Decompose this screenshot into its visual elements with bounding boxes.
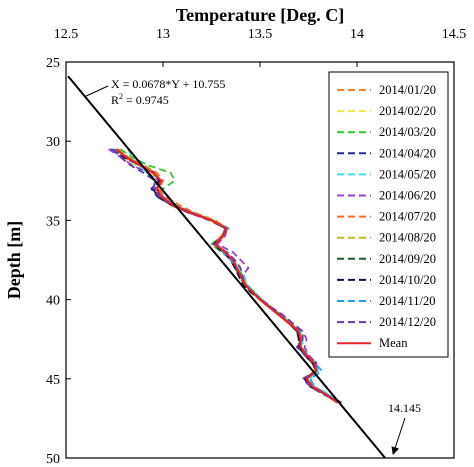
- legend-label: 2014/09/20: [379, 252, 436, 266]
- x-axis-title: Temperature [Deg. C]: [176, 5, 344, 25]
- legend-label: Mean: [379, 336, 408, 350]
- x-tick-label: 14: [350, 27, 364, 42]
- annotation-arrow: [391, 417, 406, 455]
- series-line-0: [115, 148, 339, 404]
- regression-equation: X = 0.0678*Y + 10.755: [111, 77, 225, 91]
- legend-label: 2014/03/20: [379, 125, 436, 139]
- series-line-5: [108, 148, 340, 404]
- x-tick-label: 13: [156, 27, 170, 42]
- legend-label: 2014/10/20: [379, 273, 436, 287]
- series-line-6: [115, 148, 339, 404]
- y-tick-label: 25: [46, 56, 60, 71]
- x-axis-ticks: 12.5 13 13.5 14 14.5: [54, 27, 467, 67]
- series-line-12: [115, 148, 339, 404]
- legend-label: 2014/06/20: [379, 189, 436, 203]
- y-tick-label: 45: [46, 373, 60, 388]
- y-tick-label: 30: [46, 135, 60, 150]
- legend-label: 2014/11/20: [379, 294, 435, 308]
- series-line-9: [112, 148, 340, 404]
- y-tick-label: 50: [46, 452, 60, 467]
- y-tick-label: 35: [46, 214, 60, 229]
- legend-label: 2014/02/20: [379, 104, 436, 118]
- y-axis-title: Depth [m]: [4, 221, 24, 300]
- y-axis-ticks: 25 30 35 40 45 50: [46, 56, 71, 467]
- series-line-8: [115, 148, 339, 404]
- x-tick-label: 12.5: [54, 27, 79, 42]
- annotation-label: 14.145: [388, 401, 421, 415]
- regression-line: [67, 75, 386, 459]
- series-layer: [108, 148, 342, 404]
- x-tick-label: 13.5: [248, 27, 273, 42]
- series-line-10: [113, 148, 339, 404]
- legend-label: 2014/04/20: [379, 146, 436, 160]
- plot-frame: [65, 61, 455, 459]
- legend-label: 2014/07/20: [379, 210, 436, 224]
- legend-label: 2014/01/20: [379, 83, 436, 97]
- regression-r2: R2 = 0.9745: [111, 92, 169, 107]
- regression-label-leader: [83, 85, 109, 98]
- legend-box: [328, 71, 449, 358]
- legend: 2014/01/20 2014/02/20 2014/03/20 2014/04/20…: [337, 83, 436, 350]
- series-line-7: [117, 148, 339, 404]
- legend-label: 2014/12/20: [379, 315, 436, 329]
- x-tick-label: 14.5: [442, 27, 467, 42]
- legend-label: 2014/05/20: [379, 167, 436, 181]
- legend-label: 2014/08/20: [379, 231, 436, 245]
- y-tick-label: 40: [46, 294, 60, 309]
- series-line-1: [113, 148, 341, 404]
